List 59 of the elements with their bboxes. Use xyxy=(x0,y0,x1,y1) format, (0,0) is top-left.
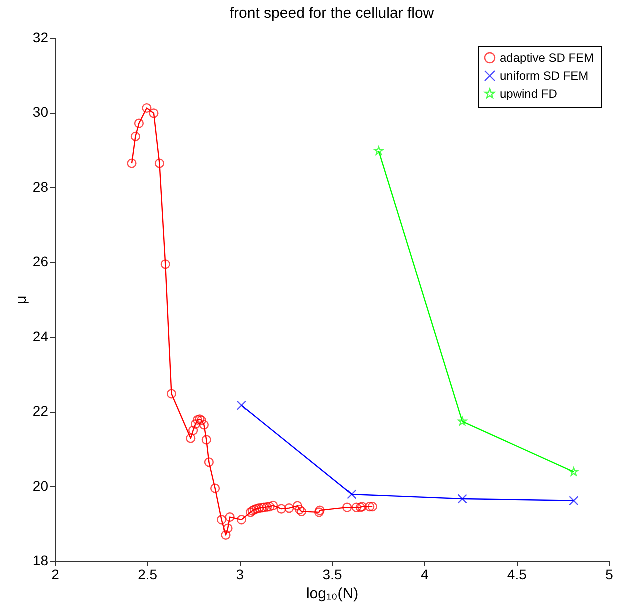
y-tick-label: 22 xyxy=(32,403,49,420)
point xyxy=(199,420,209,430)
point xyxy=(276,504,286,514)
y-axis-title: μ xyxy=(12,296,30,304)
point xyxy=(268,500,278,510)
y-tick-label: 18 xyxy=(32,552,49,568)
x-tick-label: 4 xyxy=(420,566,429,582)
point xyxy=(134,118,144,128)
point xyxy=(190,420,200,430)
point xyxy=(284,504,294,514)
point xyxy=(458,416,468,426)
point xyxy=(368,502,378,512)
y-tick-label: 24 xyxy=(32,328,49,344)
point xyxy=(342,502,352,512)
x-tick-label: 2 xyxy=(52,566,60,582)
point xyxy=(142,103,152,114)
point xyxy=(166,389,176,399)
point xyxy=(221,530,231,540)
point xyxy=(210,484,220,494)
point xyxy=(292,501,302,511)
legend-label: uniform SD FEM xyxy=(500,69,589,83)
point xyxy=(154,158,164,168)
point xyxy=(262,502,272,512)
x-tick-label: 4.5 xyxy=(507,566,528,582)
point xyxy=(347,490,357,500)
y-tick-label: 20 xyxy=(32,478,49,494)
point xyxy=(130,132,140,142)
point xyxy=(186,434,196,444)
chart-title: front speed for the cellular flow xyxy=(230,5,434,22)
point xyxy=(204,458,214,468)
legend-label: upwind FD xyxy=(500,87,558,101)
y-tick-label: 26 xyxy=(32,254,49,270)
point xyxy=(216,515,227,525)
y-tick-label: 30 xyxy=(32,104,49,120)
point xyxy=(458,494,468,504)
point xyxy=(225,512,235,522)
x-tick-label: 5 xyxy=(606,566,614,582)
point xyxy=(352,502,362,512)
y-tick-label: 32 xyxy=(32,30,49,46)
point xyxy=(188,426,198,436)
x-tick-label: 3 xyxy=(236,566,244,582)
point xyxy=(223,524,233,534)
point xyxy=(265,502,275,512)
point xyxy=(236,515,246,525)
point xyxy=(127,158,137,168)
point xyxy=(160,260,170,270)
point xyxy=(192,415,203,425)
y-tick-label: 28 xyxy=(32,178,49,195)
point xyxy=(569,467,578,476)
x-tick-label: 3.5 xyxy=(322,566,342,582)
point xyxy=(202,435,212,445)
point xyxy=(236,400,246,410)
x-axis-title: log₁₀(N) xyxy=(306,586,359,602)
point xyxy=(569,496,579,506)
x-tick-label: 2.5 xyxy=(138,566,158,582)
point xyxy=(254,504,264,514)
legend-label: adaptive SD FEM xyxy=(500,51,594,65)
point xyxy=(149,108,159,118)
point xyxy=(374,146,384,156)
